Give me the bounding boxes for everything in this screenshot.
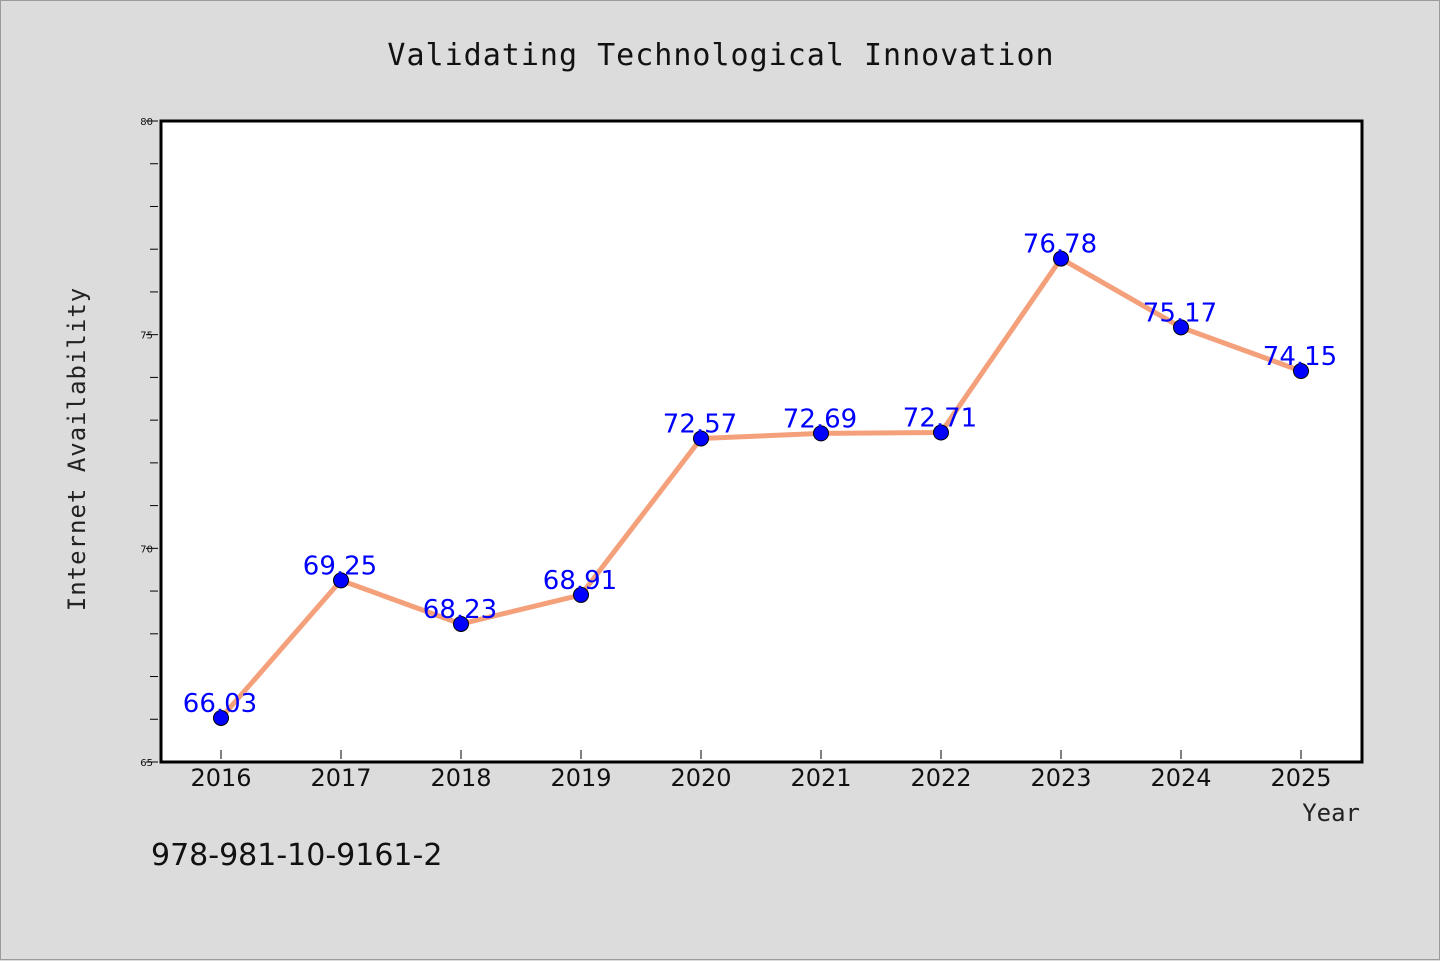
- data-label: 72.71: [903, 404, 977, 434]
- data-label: 76.78: [1023, 230, 1097, 260]
- data-label: 72.57: [663, 410, 737, 440]
- y-tick-label: 80: [140, 117, 153, 128]
- data-point: [573, 586, 589, 603]
- data-label: 69.25: [303, 551, 377, 581]
- y-axis: 65 70 75 80: [140, 117, 158, 769]
- data-point: [333, 572, 349, 589]
- isbn-text: 978-981-10-9161-2: [151, 838, 442, 873]
- series-line: [219, 256, 1302, 720]
- x-tick-label: 2024: [1150, 764, 1211, 792]
- data-point: [1173, 319, 1189, 336]
- data-point: [933, 424, 949, 441]
- x-tick-label: 2021: [790, 764, 851, 792]
- data-label: 66.03: [183, 689, 257, 719]
- x-tick-label: 2016: [190, 764, 251, 792]
- y-axis-label: Internet Availability: [63, 287, 91, 611]
- chart-title: Validating Technological Innovation: [387, 38, 1054, 73]
- x-axis-label: Year: [1302, 799, 1360, 827]
- data-label: 74.15: [1263, 342, 1337, 372]
- data-point: [813, 425, 829, 442]
- x-tick-label: 2023: [1030, 764, 1091, 792]
- x-tick-label: 2017: [310, 764, 371, 792]
- data-label: 68.91: [543, 566, 617, 596]
- data-point: [213, 709, 229, 726]
- series-group: 66.03 69.25 68.23 68.91 72.57 72.69 72.71 76.78…: [183, 230, 1337, 726]
- data-point: [1293, 362, 1309, 379]
- x-tick-label: 2019: [550, 764, 611, 792]
- data-point: [1053, 250, 1069, 267]
- data-label: 75.17: [1143, 298, 1217, 328]
- x-tick-label: 2025: [1270, 764, 1331, 792]
- x-tick-label: 2020: [670, 764, 731, 792]
- y-tick-label: 65: [140, 758, 153, 769]
- x-tick-label: 2022: [910, 764, 971, 792]
- y-tick-label: 70: [140, 544, 153, 555]
- data-point: [693, 430, 709, 447]
- data-point: [453, 615, 469, 632]
- x-axis: 2016 2017 2018 2019 2020 2021 2022 2023 2024 2025: [190, 750, 1332, 792]
- y-tick-label: 75: [140, 331, 153, 342]
- x-tick-label: 2018: [430, 764, 491, 792]
- plot-area: [159, 119, 1364, 764]
- data-label: 72.69: [783, 404, 857, 434]
- data-label: 68.23: [423, 595, 497, 625]
